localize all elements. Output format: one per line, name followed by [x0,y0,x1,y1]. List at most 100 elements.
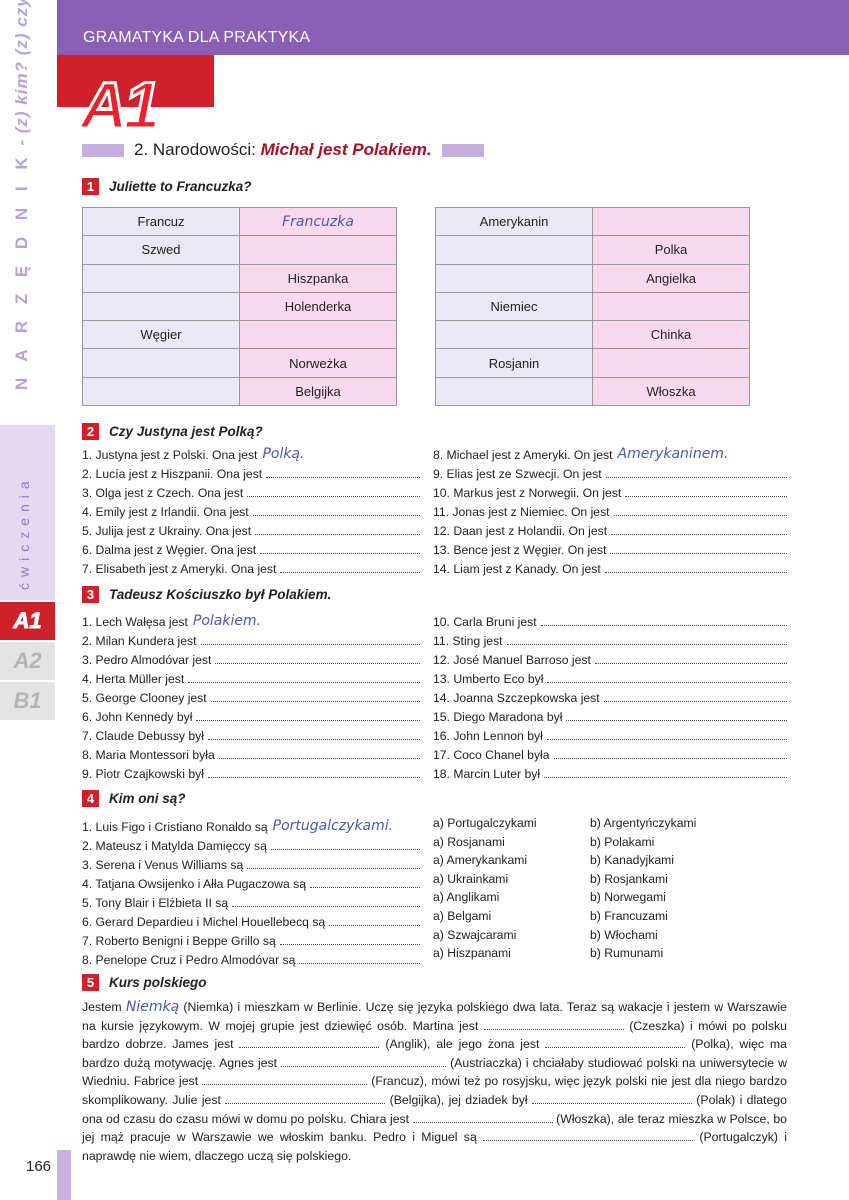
item-text: 18. Marcin Luter był [433,767,541,781]
answer-blank[interactable] [200,644,420,645]
item-text: 14. Joanna Szczepkowska jest [433,691,600,705]
feminine-cell[interactable]: Włoszka [592,376,750,407]
option-a[interactable]: a) Anglikami [433,890,500,905]
answer: Amerykaninem. [617,446,729,462]
list-item: 3. Serena i Venus Williams są [82,853,420,872]
masculine-cell[interactable]: Węgier [82,320,240,350]
option-a[interactable]: a) Rosjanami [433,834,505,849]
answer-blank[interactable] [196,720,420,721]
answer-blank[interactable] [603,701,787,702]
list-item: 8. Maria Montessori była [82,743,420,762]
table-row: Belgijka [82,376,397,407]
option-b[interactable]: b) Argentyńczykami [590,816,697,830]
answer-blank[interactable] [540,625,787,626]
feminine-cell[interactable]: Belgijka [239,376,397,407]
option-a[interactable]: a) Amerykankami [433,853,528,868]
answer-blank[interactable] [279,944,420,945]
answer-blank[interactable] [215,663,420,664]
answer-blank[interactable] [188,682,420,683]
feminine-cell[interactable]: Hiszpanka [239,263,397,293]
answer-blank[interactable] [270,849,420,850]
blank[interactable] [202,1075,368,1086]
blank[interactable] [483,1020,624,1030]
masculine-cell[interactable]: Rosjanin [435,348,593,378]
feminine-cell[interactable]: Polka [592,235,750,265]
masculine-cell[interactable]: Niemiec [435,291,593,322]
answer-blank[interactable] [566,720,787,721]
answer-blank[interactable] [625,496,787,497]
exercise-4-items: 1. Luis Figo i Cristiano Ronaldo są Portu… [82,815,420,967]
answer-blank[interactable] [310,887,420,888]
option-b[interactable]: b) Polakami [590,834,655,849]
blank[interactable] [483,1131,694,1142]
masculine-cell[interactable]: Amerykanin [435,206,593,237]
blank[interactable] [531,1094,692,1104]
feminine-cell[interactable]: Francuzka [239,206,397,237]
answer-blank[interactable] [252,515,420,516]
masculine-cell[interactable] [435,263,593,293]
answer-blank[interactable] [604,572,787,573]
option-a[interactable]: a) Szwajcarami [433,927,517,942]
answer-blank[interactable] [547,682,787,683]
answer-blank[interactable] [247,868,420,869]
masculine-cell[interactable] [82,376,240,407]
feminine-cell[interactable] [239,235,397,265]
masculine-cell[interactable] [435,320,593,350]
feminine-cell[interactable] [592,291,750,322]
option-b[interactable]: b) Rumunami [590,946,664,961]
list-item: 17. Coco Chanel była [433,743,787,762]
masculine-cell[interactable] [435,376,593,407]
answer-blank[interactable] [613,515,787,516]
answer-blank[interactable] [260,553,420,554]
option-b[interactable]: b) Rosjankami [590,871,668,886]
answer-blank[interactable] [207,739,420,740]
feminine-cell[interactable] [592,348,750,378]
masculine-cell[interactable]: Francuz [82,206,240,237]
blank[interactable] [412,1113,553,1123]
option-b[interactable]: b) Norwegami [590,890,666,905]
masculine-cell[interactable] [82,263,240,293]
feminine-cell[interactable]: Chinka [592,320,750,350]
answer-blank[interactable] [329,925,420,926]
nationality-table-right: Amerykanin Polka Angielka Niemiec Chinka Rosj… [435,206,750,407]
item-text: 7. Elisabeth jest z Ameryki. Ona jest [82,562,277,576]
feminine-cell[interactable] [592,206,750,237]
answer-blank[interactable] [280,572,420,573]
list-item: 8. Michael jest z Ameryki. On jest Ameryk… [433,443,787,462]
answer-blank[interactable] [207,777,420,778]
answer-blank[interactable] [605,477,787,478]
answer-blank[interactable] [299,963,420,964]
answer-blank[interactable] [255,534,420,535]
masculine-cell[interactable] [82,291,240,322]
answer-blank[interactable] [553,758,787,759]
option-a[interactable]: a) Belgami [433,908,492,923]
answer-blank[interactable] [610,553,787,554]
option-a[interactable]: a) Ukrainkami [433,871,509,886]
answer-blank[interactable] [266,477,420,478]
answer-blank[interactable] [611,534,787,535]
feminine-cell[interactable]: Norweżka [239,348,397,378]
answer-blank[interactable] [594,663,787,664]
option-a[interactable]: a) Hiszpanami [433,946,511,961]
blank[interactable] [545,1038,686,1049]
answer-blank[interactable] [232,906,420,907]
feminine-cell[interactable] [239,320,397,350]
masculine-cell[interactable] [82,348,240,378]
answer-blank[interactable] [544,777,787,778]
feminine-cell[interactable]: Holenderka [239,291,397,322]
masculine-cell[interactable] [435,235,593,265]
option-a[interactable]: a) Portugalczykami [433,816,537,830]
answer-blank[interactable] [218,758,420,759]
blank[interactable] [225,1094,386,1104]
answer-blank[interactable] [247,496,420,497]
option-b[interactable]: b) Włochami [590,927,658,942]
answer-blank[interactable] [210,701,420,702]
option-b[interactable]: b) Francuzami [590,908,668,923]
answer-blank[interactable] [506,644,787,645]
blank[interactable] [281,1057,447,1067]
masculine-cell[interactable]: Szwed [82,235,240,265]
answer-blank[interactable] [546,739,787,740]
blank[interactable] [239,1038,380,1049]
option-b[interactable]: b) Kanadyjkami [590,853,674,868]
feminine-cell[interactable]: Angielka [592,263,750,293]
